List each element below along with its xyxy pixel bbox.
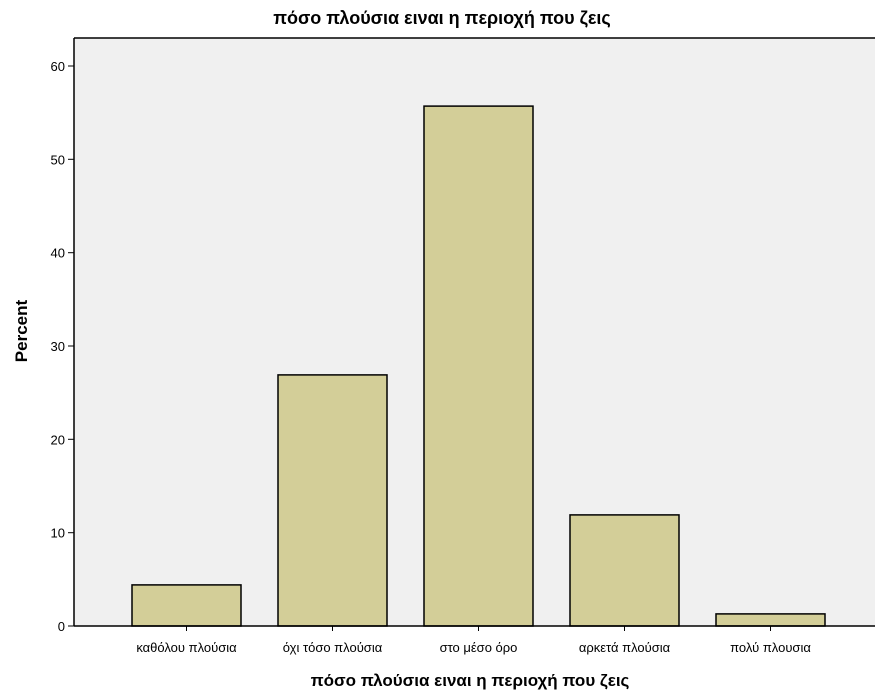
y-tick-label-50: 50 [51, 152, 65, 167]
x-tick-label-4: αρκετά πλούσια [579, 640, 671, 655]
x-tick-label-5: πολύ πλουσια [730, 640, 811, 655]
y-tick-label-20: 20 [51, 432, 65, 447]
y-axis-title: Percent [12, 299, 31, 362]
y-tick-label-60: 60 [51, 59, 65, 74]
y-tick-label-40: 40 [51, 246, 65, 261]
bar-2 [277, 374, 388, 627]
bar-5 [715, 613, 826, 627]
x-labels-group: καθόλου πλούσια όχι τόσο πλούσια στο μέσο … [136, 626, 811, 655]
y-tick-label-30: 30 [51, 339, 65, 354]
bar-1 [131, 584, 242, 627]
y-tick-label-0: 0 [58, 619, 65, 634]
x-tick-label-1: καθόλου πλούσια [136, 640, 237, 655]
bars-group [131, 105, 826, 627]
x-tick-label-3: στο μέσο όρο [440, 640, 518, 655]
x-tick-label-2: όχι τόσο πλούσια [283, 640, 383, 655]
bar-3 [423, 105, 534, 627]
x-axis-title: πόσο πλούσια ειναι η περιοχή που ζεις [311, 671, 630, 690]
y-ticks-group: 0 10 20 30 40 50 60 [51, 59, 74, 634]
y-tick-label-10: 10 [51, 526, 65, 541]
chart-title: πόσο πλούσια ειναι η περιοχή που ζεις [273, 8, 611, 29]
bar-4 [569, 514, 680, 627]
